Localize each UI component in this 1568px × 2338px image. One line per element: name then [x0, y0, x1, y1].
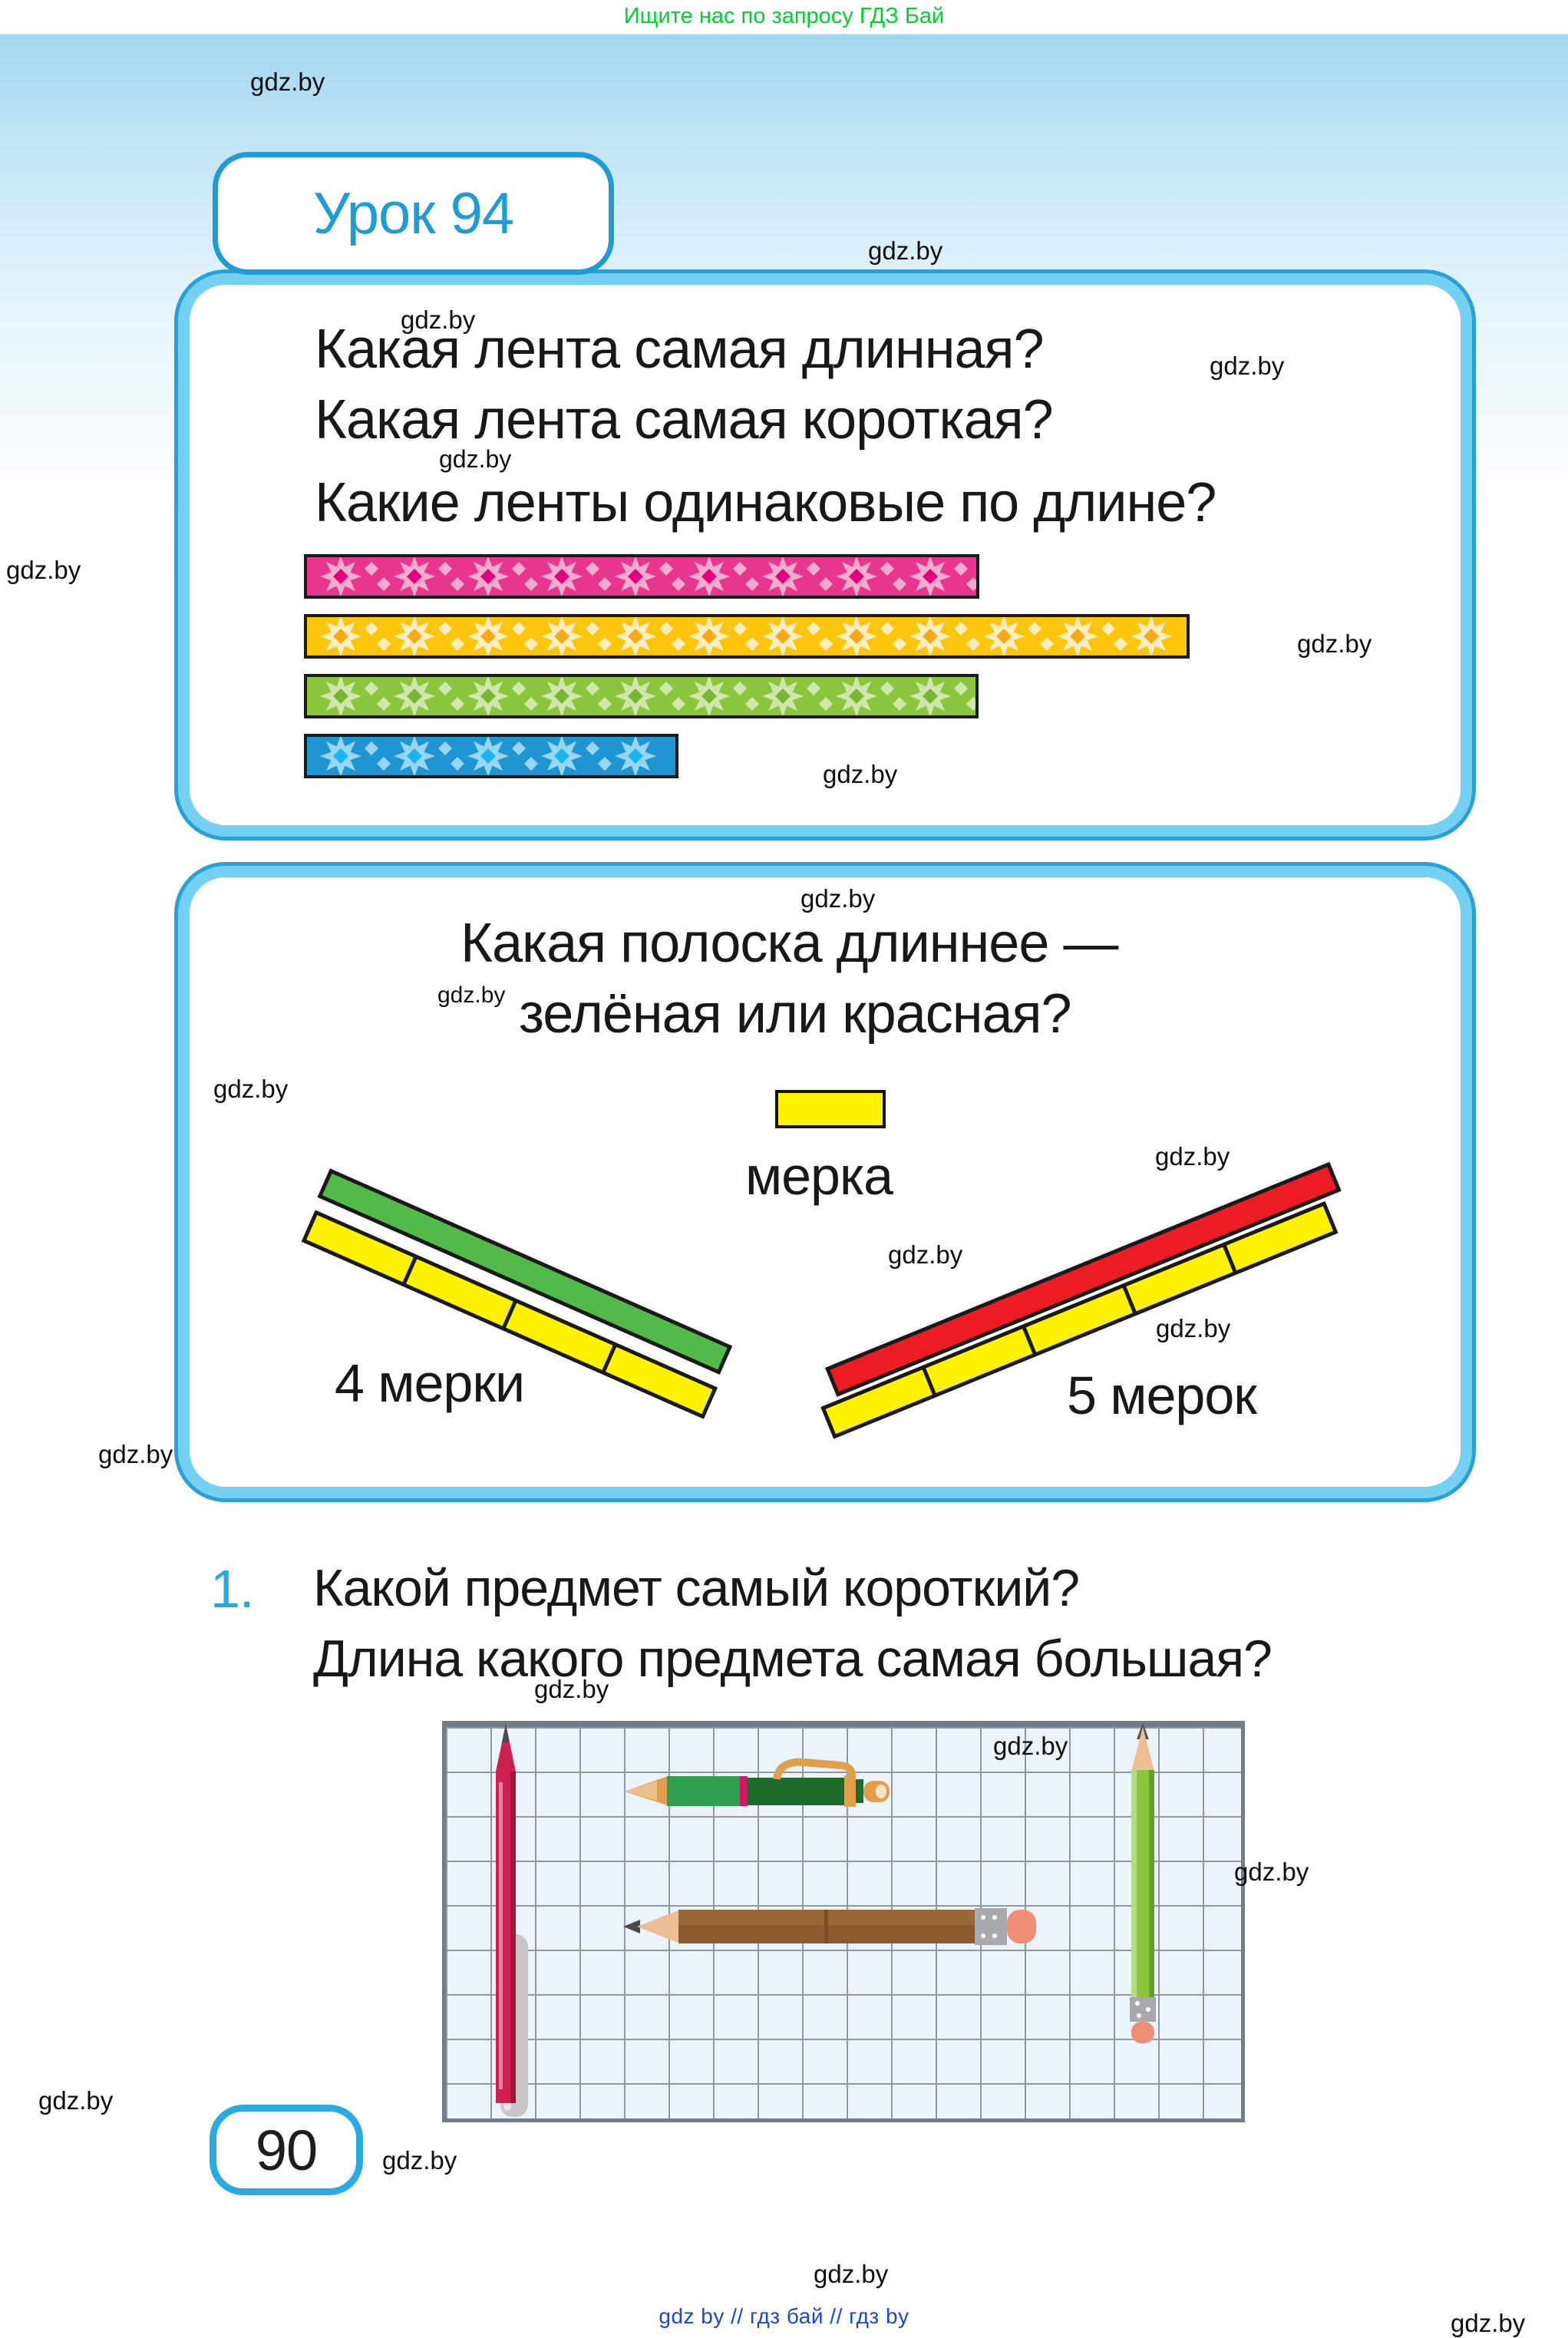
- question-ribbon-shortest: Какая лента самая короткая?: [315, 389, 1054, 451]
- green-pencil-icon: [1130, 1722, 1156, 2043]
- watermark: gdz.by: [382, 2146, 457, 2175]
- blue-ribbon: [304, 734, 678, 778]
- watermark: gdz.by: [437, 982, 506, 1008]
- watermark: gdz.by: [250, 68, 325, 96]
- watermark: gdz.by: [98, 1440, 173, 1468]
- watermark: gdz.by: [868, 236, 943, 265]
- problem-line1: Какой предмет самый короткий?: [313, 1559, 1080, 1617]
- green-strip-caption: 4 мерки: [335, 1353, 525, 1413]
- measure-unit-swatch: [775, 1090, 886, 1128]
- watermark: gdz.by: [534, 1675, 609, 1703]
- green-measure-strip: [301, 1210, 718, 1419]
- watermark: gdz.by: [1210, 352, 1285, 380]
- green-ribbon: [304, 674, 979, 718]
- watermark: gdz.by: [401, 305, 476, 334]
- watermark: gdz.by: [38, 2086, 114, 2115]
- question-ribbon-longest: Какая лента самая длинная?: [315, 319, 1045, 380]
- watermark: gdz.by: [1234, 1858, 1309, 1886]
- promo-banner: Ищите нас по запросу ГДЗ Бай: [0, 4, 1568, 29]
- footer-links[interactable]: gdz by // гдз бай // гдз by: [0, 2304, 1568, 2329]
- watermark: gdz.by: [6, 556, 81, 584]
- watermark: gdz.by: [439, 445, 512, 473]
- page-number: 90: [255, 2118, 318, 2182]
- green-pen-icon: [624, 1758, 890, 1807]
- strips-question-card: [178, 866, 1472, 1498]
- red-pen-icon: [496, 1724, 528, 2117]
- red-measure-strip: [820, 1200, 1339, 1439]
- watermark: gdz.by: [1156, 1314, 1231, 1342]
- page-number-badge: 90: [210, 2105, 363, 2195]
- lesson-badge: Урок 94: [213, 152, 614, 275]
- watermark: gdz.by: [814, 2260, 889, 2288]
- red-strip-caption: 5 мерок: [1067, 1365, 1257, 1425]
- pink-ribbon: [304, 554, 979, 599]
- strips-illustration: [301, 1161, 1342, 1439]
- brown-pencil-icon: [623, 1908, 1036, 1945]
- problem-line2: Длина какого предмета самая большая?: [313, 1630, 1273, 1688]
- strips-question-line1: Какая полоска длиннее —: [460, 913, 1118, 974]
- footer-links-text[interactable]: gdz by // гдз бай // гдз by: [659, 2304, 909, 2328]
- watermark: gdz.by: [1155, 1142, 1230, 1171]
- red-strip: [824, 1161, 1342, 1397]
- lesson-label: Урок 94: [312, 180, 514, 246]
- measure-label: мерка: [745, 1146, 893, 1206]
- watermark: gdz.by: [1451, 2309, 1526, 2337]
- problem-number: 1.: [210, 1559, 254, 1619]
- watermark: gdz.by: [1297, 629, 1372, 658]
- yellow-ribbon: [304, 614, 1190, 659]
- watermark: gdz.by: [993, 1732, 1068, 1760]
- watermark: gdz.by: [213, 1075, 289, 1103]
- strips-question-line2: зелёная или красная?: [519, 983, 1072, 1045]
- watermark: gdz.by: [888, 1240, 963, 1269]
- question-ribbon-equal: Какие ленты одинаковые по длине?: [315, 472, 1216, 533]
- promo-text: Ищите нас по запросу ГДЗ Бай: [623, 4, 945, 28]
- writing-tools-illustration: [496, 1722, 1156, 2117]
- watermark: gdz.by: [801, 884, 876, 913]
- green-strip: [317, 1168, 733, 1375]
- watermark: gdz.by: [823, 760, 898, 788]
